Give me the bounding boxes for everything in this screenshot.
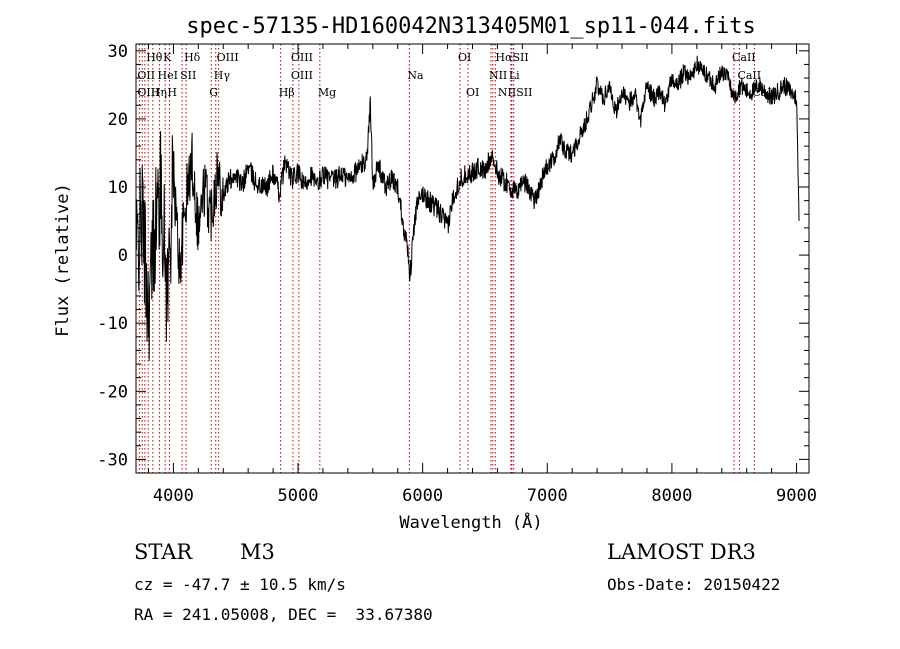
object-class: STAR: [134, 540, 193, 564]
redshift-value: cz = -47.7 ± 10.5 km/s: [134, 575, 346, 594]
x-tick-label: 5000: [278, 486, 319, 506]
spectral-line-label: Na: [407, 69, 424, 82]
spectral-line-label: HαSII: [495, 51, 528, 64]
line-markers: [138, 44, 755, 473]
y-tick-label: 30: [108, 42, 128, 62]
spectral-line-labels: Hθ K Hδ OIII OIII OI HαSII CaII OII HeI SII Hγ OIII N…: [137, 51, 776, 99]
spectrum-line: [135, 55, 800, 361]
y-tick-label: 20: [108, 110, 128, 130]
observation-date: Obs-Date: 20150422: [607, 575, 781, 594]
coordinates: RA = 241.05008, DEC = 33.67380: [134, 605, 433, 624]
x-axis-label: Wavelength (Å): [399, 511, 542, 533]
survey-name: LAMOST DR3: [607, 540, 756, 564]
spectral-line-label: Hγ: [214, 69, 231, 82]
spectral-line-label: CaII: [737, 69, 761, 82]
spectrum-series: [135, 55, 800, 361]
x-tick-label: 8000: [651, 486, 692, 506]
spectral-line-label: CaII: [732, 51, 756, 64]
spectral-line-label: CaII: [752, 86, 776, 99]
spectral-line-label: K: [163, 51, 172, 64]
spectral-line-label: Mg: [318, 86, 336, 99]
y-tick-label: -30: [97, 450, 128, 470]
axis-ticks: 4000 5000 6000 7000 8000 9000 -30 -20 -10 0 10 20 30: [97, 42, 817, 506]
spectral-line-label: SII: [180, 69, 196, 82]
y-tick-label: 0: [118, 246, 128, 266]
x-tick-label: 4000: [153, 486, 194, 506]
chart-title: spec-57135-HD160042N313405M01_sp11-044.f…: [186, 14, 756, 39]
spectral-line-label: H: [167, 86, 177, 99]
spectral-line-label: OI: [466, 86, 479, 99]
spectral-line-label: HeI: [158, 69, 178, 82]
spectral-line-label: OIII: [137, 86, 159, 99]
spectral-line-label: Li: [509, 69, 520, 82]
y-tick-label: 10: [108, 178, 128, 198]
spectral-line-label: OII: [137, 69, 155, 82]
spectral-line-label: Hδ: [184, 51, 201, 64]
spectral-line-label: OIII: [217, 51, 239, 64]
x-tick-label: 6000: [402, 486, 443, 506]
y-axis-label: Flux (relative): [53, 183, 73, 337]
x-tick-label: 7000: [527, 486, 568, 506]
plot-frame: [135, 43, 810, 474]
spectral-line-label: NII: [489, 69, 507, 82]
spectral-line-label: G: [209, 86, 218, 99]
y-tick-label: -10: [97, 314, 128, 334]
spectral-line-label: Hθ: [146, 51, 163, 64]
y-tick-label: -20: [97, 382, 128, 402]
spectral-line-label: Hη: [151, 86, 167, 99]
object-subclass: M3: [240, 540, 275, 564]
spectral-line-label: NIISII: [498, 86, 533, 99]
spectral-line-label: OI: [458, 51, 471, 64]
spectral-line-label: Hβ: [279, 86, 295, 99]
x-tick-label: 9000: [776, 486, 817, 506]
spectral-line-label: OIII: [291, 69, 313, 82]
spectral-line-label: OIII: [291, 51, 313, 64]
